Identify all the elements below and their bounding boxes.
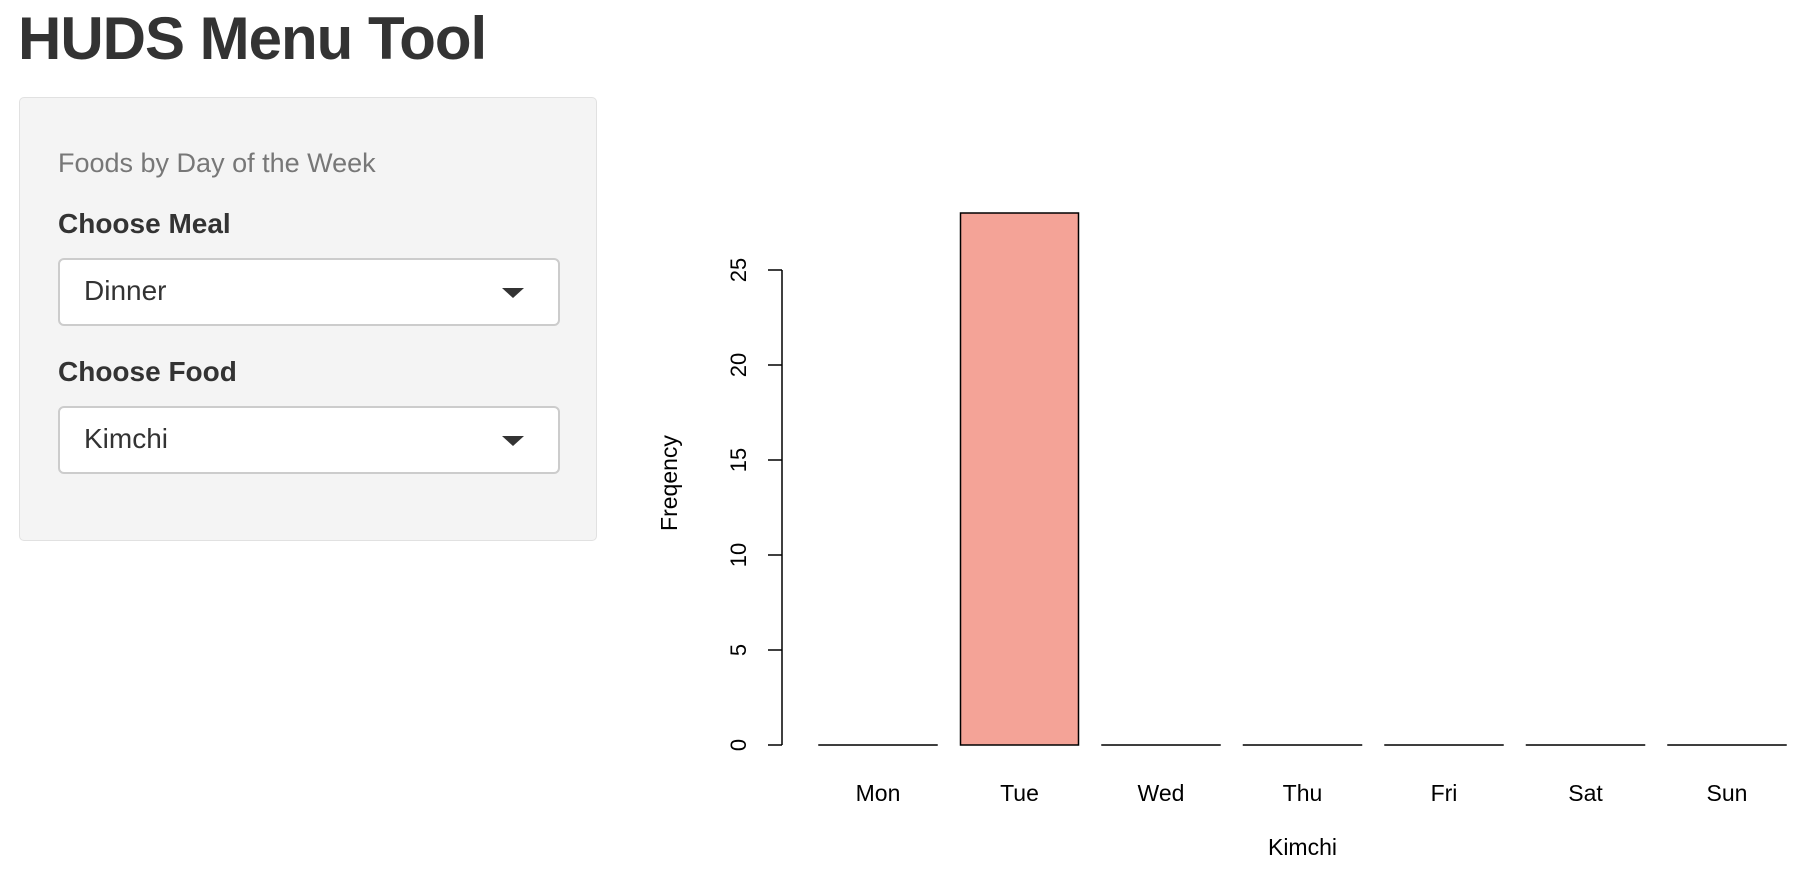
y-tick-label: 5 xyxy=(726,644,751,656)
meal-select-value: Dinner xyxy=(84,275,167,306)
x-category-label: Wed xyxy=(1138,780,1185,806)
x-category-label: Thu xyxy=(1283,780,1323,806)
frequency-bar-chart: 0 5 10 15 20 25 Mon Tue Wed Thu Fri Sat Sun Kimchi Fre… xyxy=(656,212,1787,860)
y-axis-label: Freqency xyxy=(656,435,682,531)
x-category-label: Fri xyxy=(1431,780,1458,806)
bar-tue xyxy=(959,212,1080,746)
chevron-down-icon xyxy=(502,288,524,298)
y-tick-label: 15 xyxy=(726,448,751,472)
app-title: HUDS Menu Tool xyxy=(18,5,487,72)
x-category-label: Sat xyxy=(1568,780,1603,806)
y-tick-label: 25 xyxy=(726,258,751,282)
chevron-down-icon xyxy=(502,436,524,446)
y-tick-label: 20 xyxy=(726,353,751,377)
sidebar-panel: Foods by Day of the Week Choose Meal Din… xyxy=(19,97,597,541)
x-category-label: Tue xyxy=(1000,780,1039,806)
choose-food-label: Choose Food xyxy=(58,356,237,387)
food-select-value: Kimchi xyxy=(84,423,169,454)
sidebar-heading: Foods by Day of the Week xyxy=(58,148,376,178)
choose-meal-label: Choose Meal xyxy=(58,208,231,239)
x-category-label: Mon xyxy=(856,780,901,806)
food-select[interactable]: Kimchi xyxy=(58,406,560,474)
y-tick-label: 0 xyxy=(726,739,751,751)
meal-select[interactable]: Dinner xyxy=(58,258,560,326)
y-tick-label: 10 xyxy=(726,543,751,567)
x-axis-label: Kimchi xyxy=(1268,834,1337,860)
x-category-label: Sun xyxy=(1707,780,1748,806)
